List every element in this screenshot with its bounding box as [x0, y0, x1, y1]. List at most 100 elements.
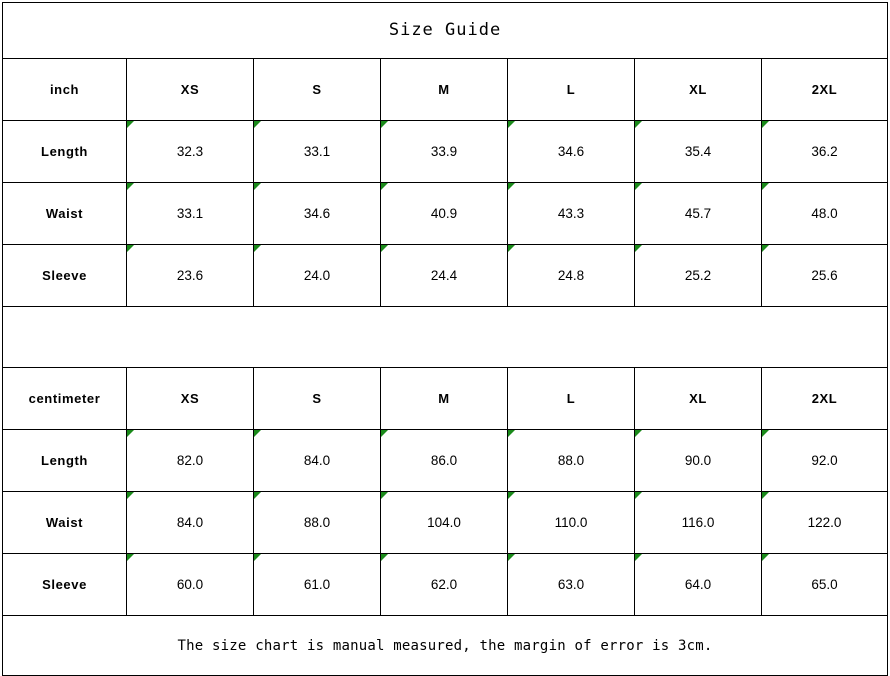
error-indicator-icon	[762, 121, 769, 128]
value-cell: 110.0	[507, 491, 635, 554]
table-row: Length 82.0 84.0 86.0 88.0 90.0 92.0	[2, 429, 889, 492]
row-label-sleeve-inch: Sleeve	[2, 244, 127, 307]
row-label-waist-cm: Waist	[2, 491, 127, 554]
value-cell: 82.0	[126, 429, 254, 492]
error-indicator-icon	[127, 430, 134, 437]
error-indicator-icon	[127, 245, 134, 252]
error-indicator-icon	[254, 183, 261, 190]
table-row: Length 32.3 33.1 33.9 34.6 35.4 36.2	[2, 120, 889, 183]
error-indicator-icon	[127, 121, 134, 128]
page-title: Size Guide	[1, 2, 889, 59]
error-indicator-icon	[381, 430, 388, 437]
error-indicator-icon	[381, 245, 388, 252]
error-indicator-icon	[508, 121, 515, 128]
error-indicator-icon	[508, 554, 515, 561]
value-cell: 62.0	[380, 553, 508, 616]
error-indicator-icon	[254, 245, 261, 252]
row-label-sleeve-cm: Sleeve	[2, 553, 127, 616]
error-indicator-icon	[254, 554, 261, 561]
error-indicator-icon	[762, 492, 769, 499]
value-cell: 36.2	[760, 120, 889, 183]
error-indicator-icon	[635, 183, 642, 190]
error-indicator-icon	[508, 245, 515, 252]
value-cell: 61.0	[253, 553, 381, 616]
column-header-l: L	[507, 58, 635, 121]
error-indicator-icon	[635, 430, 642, 437]
error-indicator-icon	[762, 245, 769, 252]
error-indicator-icon	[635, 492, 642, 499]
error-indicator-icon	[635, 121, 642, 128]
error-indicator-icon	[254, 430, 261, 437]
table-spacer-row	[1, 306, 889, 368]
table-header-row-centimeter: centimeter XS S M L XL 2XL	[2, 367, 889, 430]
column-header-s: S	[253, 58, 381, 121]
error-indicator-icon	[381, 183, 388, 190]
value-cell: 48.0	[760, 182, 889, 245]
value-cell: 88.0	[507, 429, 635, 492]
unit-label-centimeter: centimeter	[2, 367, 127, 430]
error-indicator-icon	[762, 430, 769, 437]
error-indicator-icon	[762, 183, 769, 190]
error-indicator-icon	[635, 245, 642, 252]
column-header-xs: XS	[126, 58, 254, 121]
value-cell: 33.1	[253, 120, 381, 183]
value-cell: 84.0	[253, 429, 381, 492]
value-cell: 34.6	[253, 182, 381, 245]
value-cell: 32.3	[126, 120, 254, 183]
page-title-text: Size Guide	[388, 20, 502, 40]
title-row: Size Guide	[1, 2, 889, 59]
value-cell: 24.0	[253, 244, 381, 307]
value-cell: 65.0	[760, 553, 889, 616]
value-cell: 116.0	[634, 491, 762, 554]
error-indicator-icon	[762, 554, 769, 561]
value-cell: 33.1	[126, 182, 254, 245]
error-indicator-icon	[127, 183, 134, 190]
row-label-length-inch: Length	[2, 120, 127, 183]
value-cell: 24.4	[380, 244, 508, 307]
row-label-waist-inch: Waist	[2, 182, 127, 245]
error-indicator-icon	[254, 121, 261, 128]
value-cell: 34.6	[507, 120, 635, 183]
table-header-row-inch: inch XS S M L XL 2XL	[2, 58, 889, 121]
error-indicator-icon	[508, 492, 515, 499]
column-header-s: S	[253, 367, 381, 430]
column-header-l: L	[507, 367, 635, 430]
error-indicator-icon	[381, 121, 388, 128]
value-cell: 25.6	[760, 244, 889, 307]
error-indicator-icon	[508, 183, 515, 190]
value-cell: 60.0	[126, 553, 254, 616]
value-cell: 43.3	[507, 182, 635, 245]
error-indicator-icon	[381, 554, 388, 561]
value-cell: 63.0	[507, 553, 635, 616]
table-row: Sleeve 60.0 61.0 62.0 63.0 64.0 65.0	[2, 553, 889, 616]
table-row: Sleeve 23.6 24.0 24.4 24.8 25.2 25.6	[2, 244, 889, 307]
value-cell: 24.8	[507, 244, 635, 307]
footer-note-text: The size chart is manual measured, the m…	[177, 637, 713, 654]
value-cell: 23.6	[126, 244, 254, 307]
footer-note-row: The size chart is manual measured, the m…	[1, 615, 889, 676]
unit-label-inch: inch	[2, 58, 127, 121]
column-header-2xl: 2XL	[760, 367, 889, 430]
error-indicator-icon	[254, 492, 261, 499]
row-label-length-cm: Length	[2, 429, 127, 492]
error-indicator-icon	[127, 554, 134, 561]
error-indicator-icon	[635, 554, 642, 561]
value-cell: 40.9	[380, 182, 508, 245]
column-header-xl: XL	[634, 58, 762, 121]
value-cell: 122.0	[760, 491, 889, 554]
value-cell: 33.9	[380, 120, 508, 183]
error-indicator-icon	[381, 492, 388, 499]
value-cell: 104.0	[380, 491, 508, 554]
error-indicator-icon	[508, 430, 515, 437]
column-header-xl: XL	[634, 367, 762, 430]
value-cell: 84.0	[126, 491, 254, 554]
value-cell: 64.0	[634, 553, 762, 616]
footer-note: The size chart is manual measured, the m…	[1, 615, 889, 676]
value-cell: 90.0	[634, 429, 762, 492]
value-cell: 25.2	[634, 244, 762, 307]
value-cell: 86.0	[380, 429, 508, 492]
column-header-m: M	[380, 58, 508, 121]
spacer-cell	[1, 306, 889, 368]
